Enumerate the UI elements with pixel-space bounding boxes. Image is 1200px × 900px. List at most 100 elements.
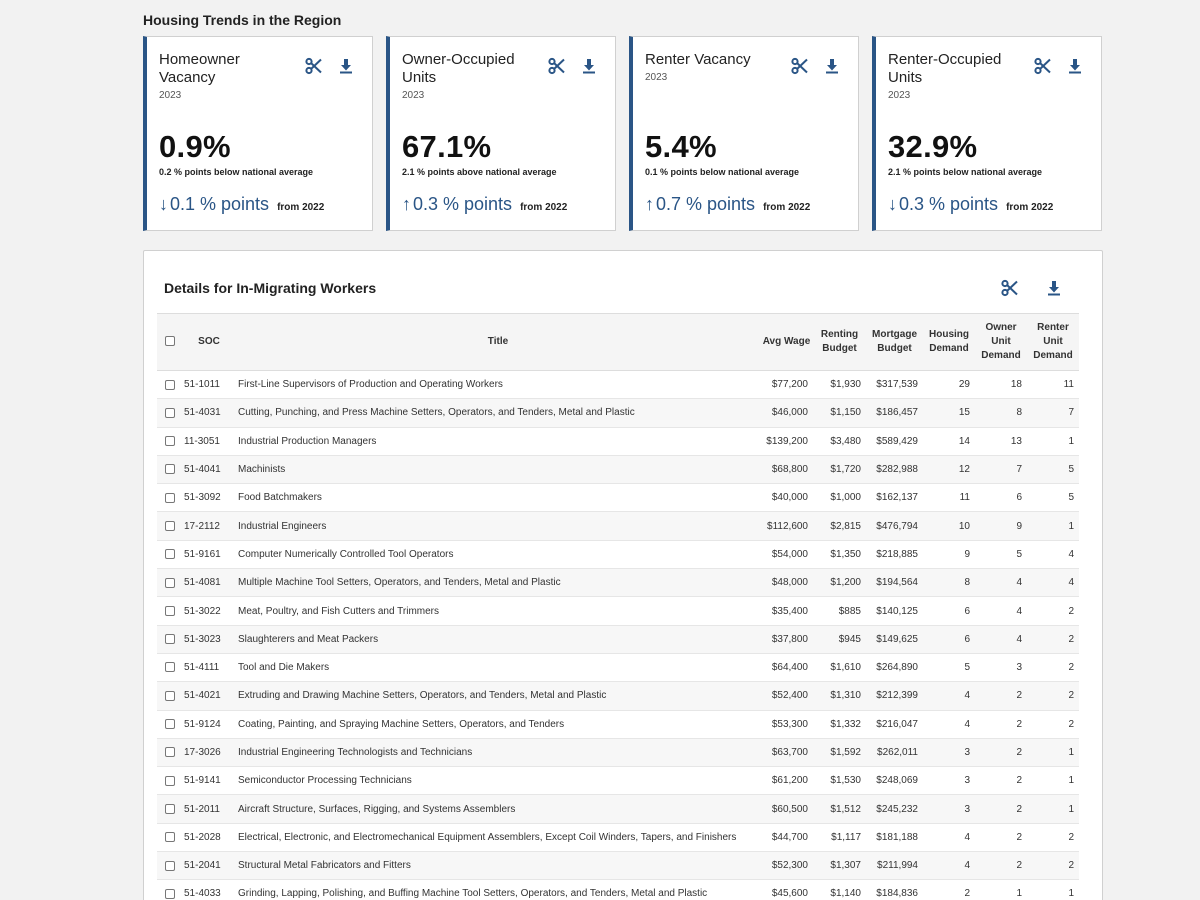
row-checkbox[interactable] (164, 690, 175, 701)
title-cell[interactable]: Cutting, Punching, and Press Machine Set… (238, 407, 635, 419)
soc-cell: 51-2011 (184, 803, 220, 815)
housing-demand-cell: 8 (964, 577, 970, 589)
mortgage-budget-cell: $264,890 (876, 662, 918, 674)
title-cell[interactable]: Industrial Engineering Technologists and… (238, 747, 473, 758)
column-header-avg-wage[interactable]: Avg Wage (760, 313, 813, 371)
row-checkbox[interactable] (164, 747, 175, 758)
select-all-checkbox[interactable] (164, 336, 175, 347)
renting-budget-cell: $1,512 (830, 803, 861, 815)
row-checkbox[interactable] (164, 860, 175, 871)
title-cell[interactable]: Industrial Engineers (238, 520, 327, 532)
renter-unit-demand-cell: 5 (1068, 492, 1074, 504)
renter-unit-demand-cell: 2 (1068, 605, 1074, 617)
card-title: Homeowner Vacancy (159, 51, 240, 86)
renter-unit-demand-cell: 4 (1068, 548, 1074, 560)
renting-budget-cell: $1,140 (830, 888, 861, 900)
soc-cell: 51-3023 (184, 633, 221, 645)
scissors-icon[interactable] (1001, 279, 1019, 297)
arrow-up-icon: ↑ (402, 194, 411, 214)
download-icon[interactable] (580, 57, 598, 75)
avg-wage-cell: $60,500 (771, 803, 808, 815)
housing-demand-cell: 14 (958, 435, 970, 447)
section-title: Housing Trends in the Region (143, 12, 342, 28)
title-cell[interactable]: Machinists (238, 464, 286, 476)
scissors-icon[interactable] (548, 57, 566, 75)
download-icon[interactable] (823, 57, 841, 75)
scissors-icon[interactable] (1034, 57, 1052, 75)
table-row: 51-4031 Cutting, Punching, and Press Mach… (157, 398, 1079, 428)
title-cell[interactable]: Aircraft Structure, Surfaces, Rigging, a… (238, 803, 516, 815)
title-cell[interactable]: Tool and Die Makers (238, 662, 330, 674)
row-checkbox[interactable] (164, 379, 175, 390)
avg-wage-cell: $40,000 (771, 492, 808, 504)
title-cell[interactable]: Slaughterers and Meat Packers (238, 633, 379, 645)
download-icon[interactable] (337, 57, 355, 75)
owner-unit-demand-cell: 4 (1016, 605, 1022, 617)
mortgage-budget-cell: $140,125 (876, 605, 918, 617)
housing-demand-cell: 12 (958, 464, 970, 476)
title-cell[interactable]: Computer Numerically Controlled Tool Ope… (238, 548, 454, 560)
row-checkbox[interactable] (164, 520, 175, 531)
soc-cell: 17-2112 (184, 520, 220, 532)
title-cell[interactable]: Semiconductor Processing Technicians (238, 775, 412, 787)
avg-wage-cell: $46,000 (771, 407, 808, 419)
row-checkbox[interactable] (164, 888, 175, 899)
card-comparison: 2.1 % points below national average (888, 167, 1043, 177)
row-checkbox[interactable] (164, 803, 175, 814)
title-cell[interactable]: Multiple Machine Tool Setters, Operators… (238, 577, 561, 589)
title-cell[interactable]: First-Line Supervisors of Production and… (238, 379, 503, 391)
row-checkbox[interactable] (164, 407, 175, 418)
column-header-housing-demand[interactable]: Housing Demand (923, 313, 975, 371)
title-cell[interactable]: Industrial Production Managers (238, 435, 377, 447)
row-checkbox[interactable] (164, 832, 175, 843)
owner-unit-demand-cell: 18 (1010, 379, 1022, 391)
renting-budget-cell: $1,592 (830, 747, 861, 758)
title-cell[interactable]: Food Batchmakers (238, 492, 322, 504)
housing-demand-cell: 6 (964, 633, 970, 645)
title-cell[interactable]: Meat, Poultry, and Fish Cutters and Trim… (238, 605, 439, 617)
row-checkbox[interactable] (164, 436, 175, 447)
row-checkbox[interactable] (164, 549, 175, 560)
card-change-period: from 2022 (1006, 202, 1054, 213)
download-icon[interactable] (1066, 57, 1084, 75)
mortgage-budget-cell: $317,539 (876, 379, 918, 391)
column-header-title[interactable]: Title (236, 313, 760, 371)
column-header-mortgage-budget[interactable]: Mortgage Budget (866, 313, 923, 371)
scissors-icon[interactable] (305, 57, 323, 75)
scissors-icon[interactable] (791, 57, 809, 75)
row-checkbox[interactable] (164, 775, 175, 786)
row-checkbox[interactable] (164, 634, 175, 645)
soc-cell: 51-4081 (184, 577, 221, 589)
row-select-cell (157, 399, 182, 427)
card-change-period: from 2022 (520, 202, 568, 213)
arrow-down-icon: ↓ (888, 194, 897, 214)
card-year: 2023 (645, 72, 668, 83)
row-checkbox[interactable] (164, 577, 175, 588)
title-cell[interactable]: Electrical, Electronic, and Electromecha… (238, 831, 737, 843)
column-header-soc[interactable]: SOC (182, 313, 236, 371)
title-cell[interactable]: Coating, Painting, and Spraying Machine … (238, 718, 565, 730)
card-change-period: from 2022 (277, 202, 325, 213)
mortgage-budget-cell: $194,564 (876, 577, 918, 589)
avg-wage-cell: $52,400 (771, 690, 808, 702)
renting-budget-cell: $1,350 (830, 548, 861, 560)
row-checkbox[interactable] (164, 464, 175, 475)
title-cell[interactable]: Extruding and Drawing Machine Setters, O… (238, 690, 607, 702)
card-value: 67.1% (402, 129, 492, 164)
renter-unit-demand-cell: 1 (1068, 888, 1074, 900)
row-checkbox[interactable] (164, 605, 175, 616)
column-header-renter-unit-demand[interactable]: Renter Unit Demand (1027, 313, 1079, 371)
card-title: Owner-Occupied Units (402, 51, 515, 86)
download-icon[interactable] (1045, 279, 1063, 297)
renter-unit-demand-cell: 11 (1063, 379, 1074, 391)
row-checkbox[interactable] (164, 719, 175, 730)
table-row: 51-4081 Multiple Machine Tool Setters, Op… (157, 568, 1079, 597)
owner-unit-demand-cell: 1 (1016, 888, 1022, 900)
title-cell[interactable]: Structural Metal Fabricators and Fitters (238, 860, 411, 872)
owner-unit-demand-cell: 3 (1016, 662, 1022, 674)
column-header-owner-unit-demand[interactable]: Owner Unit Demand (975, 313, 1027, 371)
title-cell[interactable]: Grinding, Lapping, Polishing, and Buffin… (238, 888, 708, 900)
row-checkbox[interactable] (164, 492, 175, 503)
column-header-renting-budget[interactable]: Renting Budget (813, 313, 866, 371)
row-checkbox[interactable] (164, 662, 175, 673)
